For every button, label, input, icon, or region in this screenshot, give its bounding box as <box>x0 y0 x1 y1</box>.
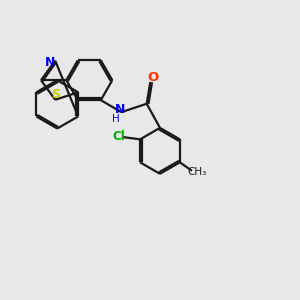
Text: S: S <box>51 88 60 101</box>
Text: O: O <box>147 71 158 84</box>
Text: CH₃: CH₃ <box>188 167 207 177</box>
Text: N: N <box>115 103 125 116</box>
Text: H: H <box>112 114 120 124</box>
Text: Cl: Cl <box>112 130 125 143</box>
Text: N: N <box>45 56 55 69</box>
